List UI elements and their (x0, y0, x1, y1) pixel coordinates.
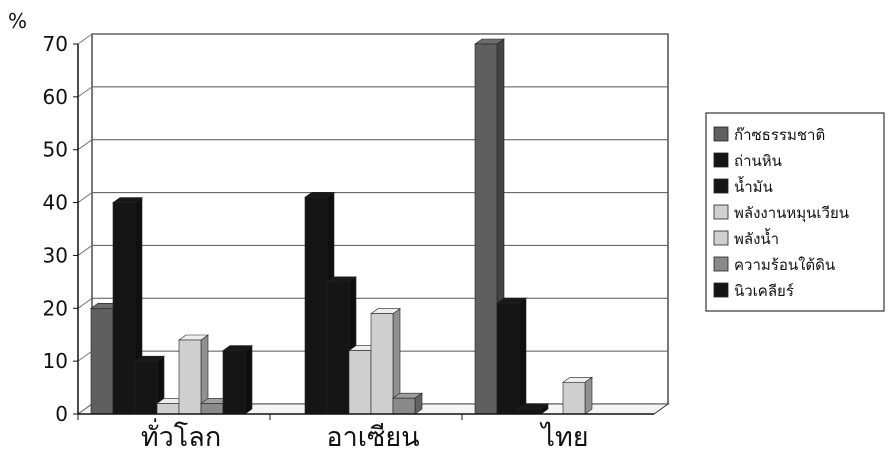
legend-swatch (713, 282, 729, 298)
gridline-side (77, 139, 93, 151)
legend-label: ความร้อนใต้ดิน (734, 256, 835, 274)
y-tick-label: 30 (43, 243, 68, 267)
x-axis: ทั่วโลก อาเซียน ไทย (77, 413, 654, 453)
bar (562, 376, 593, 415)
bar (496, 297, 527, 415)
y-tick-label: 40 (43, 191, 68, 215)
y-tick-label: 20 (43, 296, 68, 320)
y-tick-label: 0 (55, 402, 68, 426)
grid-lines (77, 33, 668, 415)
legend-label: พลังงานหมุนเวียน (734, 204, 849, 223)
x-category-label: ไทย (539, 422, 588, 453)
y-tick-label: 10 (43, 349, 68, 373)
gridline-side (77, 403, 93, 415)
bar (178, 334, 209, 415)
x-category-label: ทั่วโลก (141, 418, 221, 453)
legend-label: นิวเคลียร์ (734, 282, 794, 300)
bar (518, 403, 549, 415)
gridline-side (77, 245, 93, 256)
y-tick-label: 60 (43, 85, 68, 109)
legend: ก๊าซธรรมชาติถ่านหินน้ำมันพลังงานหมุนเวีย… (705, 112, 885, 312)
y-tick-label: 70 (43, 32, 68, 56)
bar (370, 307, 401, 415)
gridline-side (77, 350, 93, 362)
gridline-side (77, 297, 93, 309)
legend-swatch (713, 152, 729, 168)
gridline-side (77, 33, 93, 45)
legend-swatch (713, 126, 729, 142)
y-tick-label: 50 (43, 138, 68, 162)
gridline-side (77, 192, 93, 203)
legend-label: น้ำมัน (734, 176, 773, 196)
legend-swatch (713, 178, 729, 194)
bar (222, 344, 253, 415)
y-axis-unit-label: % (8, 9, 27, 33)
legend-label: พลังน้ำ (734, 228, 779, 248)
legend-swatch (713, 230, 729, 246)
bars (90, 38, 593, 415)
legend-box (705, 112, 885, 312)
legend-label: ก๊าซธรรมชาติ (734, 126, 825, 144)
bar (392, 392, 423, 415)
gridline-side (77, 86, 93, 98)
x-category-label: อาเซียน (326, 422, 419, 453)
legend-swatch (713, 256, 729, 272)
legend-swatch (713, 204, 729, 220)
legend-label: ถ่านหิน (734, 152, 782, 170)
y-axis: 0 10 20 30 40 50 60 70 (43, 32, 79, 426)
